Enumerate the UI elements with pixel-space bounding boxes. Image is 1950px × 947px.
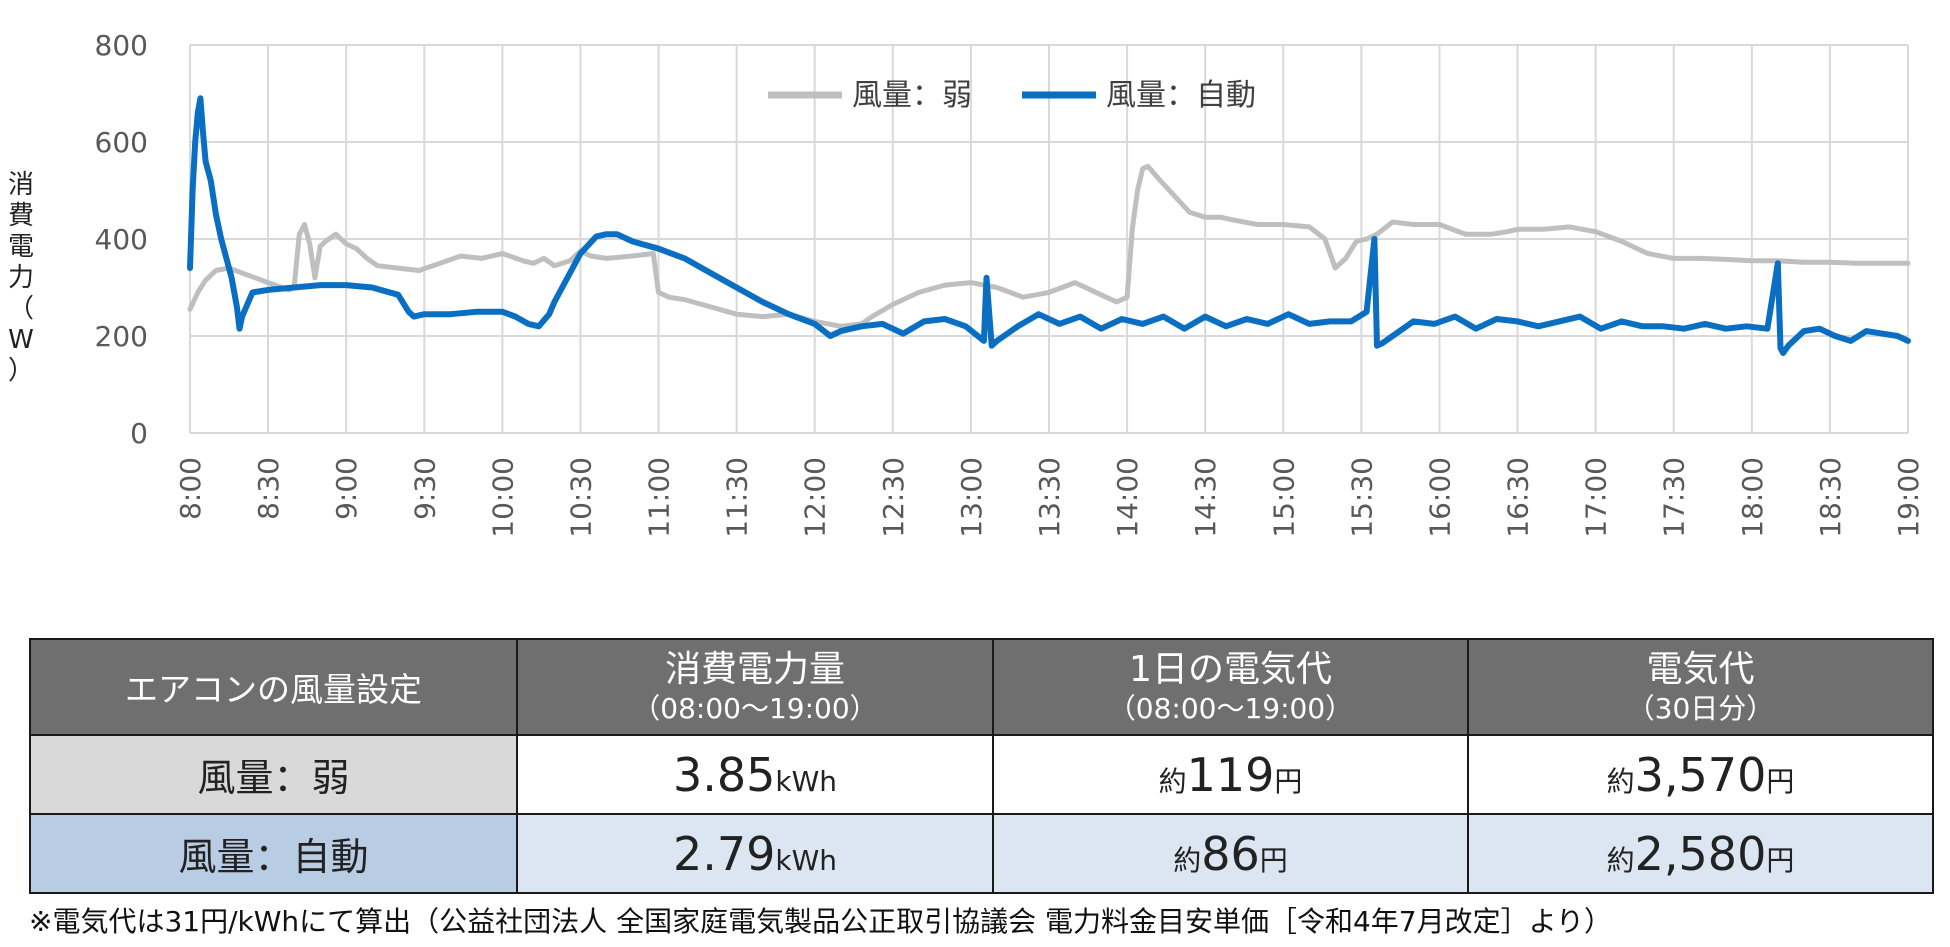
y-axis-title-char: ） xyxy=(7,356,34,386)
x-tick-label: 13:00 xyxy=(955,457,988,538)
x-tick-label: 12:30 xyxy=(877,457,910,538)
x-tick-label: 18:30 xyxy=(1814,457,1847,538)
x-tick-label: 14:30 xyxy=(1189,457,1222,538)
header-daily-cost: 1日の電気代 （08:00～19:00） xyxy=(992,638,1469,736)
y-axis-title-char: 消 xyxy=(7,170,34,200)
legend-label: 風量：弱 xyxy=(852,78,972,113)
power-cell: 2.79kWh xyxy=(516,813,994,894)
x-tick-label: 8:00 xyxy=(174,457,207,520)
chart-grid xyxy=(189,44,1909,434)
daily-cost-cell: 約86円 xyxy=(992,813,1469,894)
x-tick-label: 15:00 xyxy=(1267,457,1300,538)
legend-label: 風量：自動 xyxy=(1106,78,1256,113)
y-tick-label: 400 xyxy=(95,223,148,256)
y-axis-title-char: 電 xyxy=(7,232,34,262)
x-tick-label: 10:00 xyxy=(486,457,519,538)
y-axis-title: 消 費 電 力 （ W ） xyxy=(4,170,38,387)
x-tick-label: 15:30 xyxy=(1345,457,1378,538)
x-tick-label: 16:00 xyxy=(1423,457,1456,538)
x-tick-label: 17:30 xyxy=(1658,457,1691,538)
y-axis-title-char: W xyxy=(8,325,34,355)
header-monthly-cost: 電気代 （30日分） xyxy=(1467,638,1934,736)
row-label: 風量：弱 xyxy=(29,734,518,815)
monthly-cost-cell: 約3,570円 xyxy=(1467,734,1934,815)
x-tick-label: 10:30 xyxy=(564,457,597,538)
y-tick-label: 200 xyxy=(95,320,148,353)
power-cell: 3.85kWh xyxy=(516,734,994,815)
monthly-cost-cell: 約2,580円 xyxy=(1467,813,1934,894)
x-tick-label: 8:30 xyxy=(252,457,285,520)
x-tick-label: 9:30 xyxy=(408,457,441,520)
header-setting: エアコンの風量設定 xyxy=(29,638,518,736)
chart-axes: 0 200 400 600 800 8:00 8:30 9:00 9:30 10:00 10:30 1… xyxy=(95,29,1925,538)
daily-cost-cell: 約119円 xyxy=(992,734,1469,815)
comparison-table: エアコンの風量設定 消費電力量 （08:00～19:00） 1日の電気代 （08:0… xyxy=(29,638,1934,894)
header-power: 消費電力量 （08:00～19:00） xyxy=(516,638,994,736)
y-axis-title-char: 力 xyxy=(7,263,34,293)
series-line xyxy=(187,95,1911,356)
y-tick-label: 600 xyxy=(95,126,148,159)
table-header-row: エアコンの風量設定 消費電力量 （08:00～19:00） 1日の電気代 （08:0… xyxy=(29,638,1934,736)
chart-series xyxy=(187,95,1911,356)
table-row: 風量：自動 2.79kWh 約86円 約2,580円 xyxy=(29,813,1934,894)
x-tick-label: 17:00 xyxy=(1580,457,1613,538)
series-line xyxy=(187,163,1911,329)
y-axis-title-char: （ xyxy=(7,294,34,324)
x-tick-label: 11:30 xyxy=(721,457,754,538)
table-row: 風量：弱 3.85kWh 約119円 約3,570円 xyxy=(29,734,1934,815)
x-tick-label: 12:00 xyxy=(799,457,832,538)
footnote: ※電気代は31円/kWhにて算出（公益社団法人 全国家庭電気製品公正取引協議会 … xyxy=(29,905,1613,938)
x-tick-label: 16:30 xyxy=(1502,457,1535,538)
x-tick-label: 19:00 xyxy=(1892,457,1925,538)
y-tick-label: 800 xyxy=(95,29,148,62)
x-tick-label: 13:30 xyxy=(1033,457,1066,538)
x-tick-label: 18:00 xyxy=(1736,457,1769,538)
row-label: 風量：自動 xyxy=(29,813,518,894)
x-tick-label: 11:00 xyxy=(643,457,676,538)
x-tick-label: 14:00 xyxy=(1111,457,1144,538)
y-tick-label: 0 xyxy=(130,417,148,450)
y-axis-title-char: 費 xyxy=(7,201,34,231)
chart-legend: 風量：弱 風量：自動 xyxy=(768,78,1256,113)
x-tick-label: 9:00 xyxy=(330,457,363,520)
power-consumption-chart: 0 200 400 600 800 8:00 8:30 9:00 9:30 10:00 10:30 1… xyxy=(95,29,1925,538)
